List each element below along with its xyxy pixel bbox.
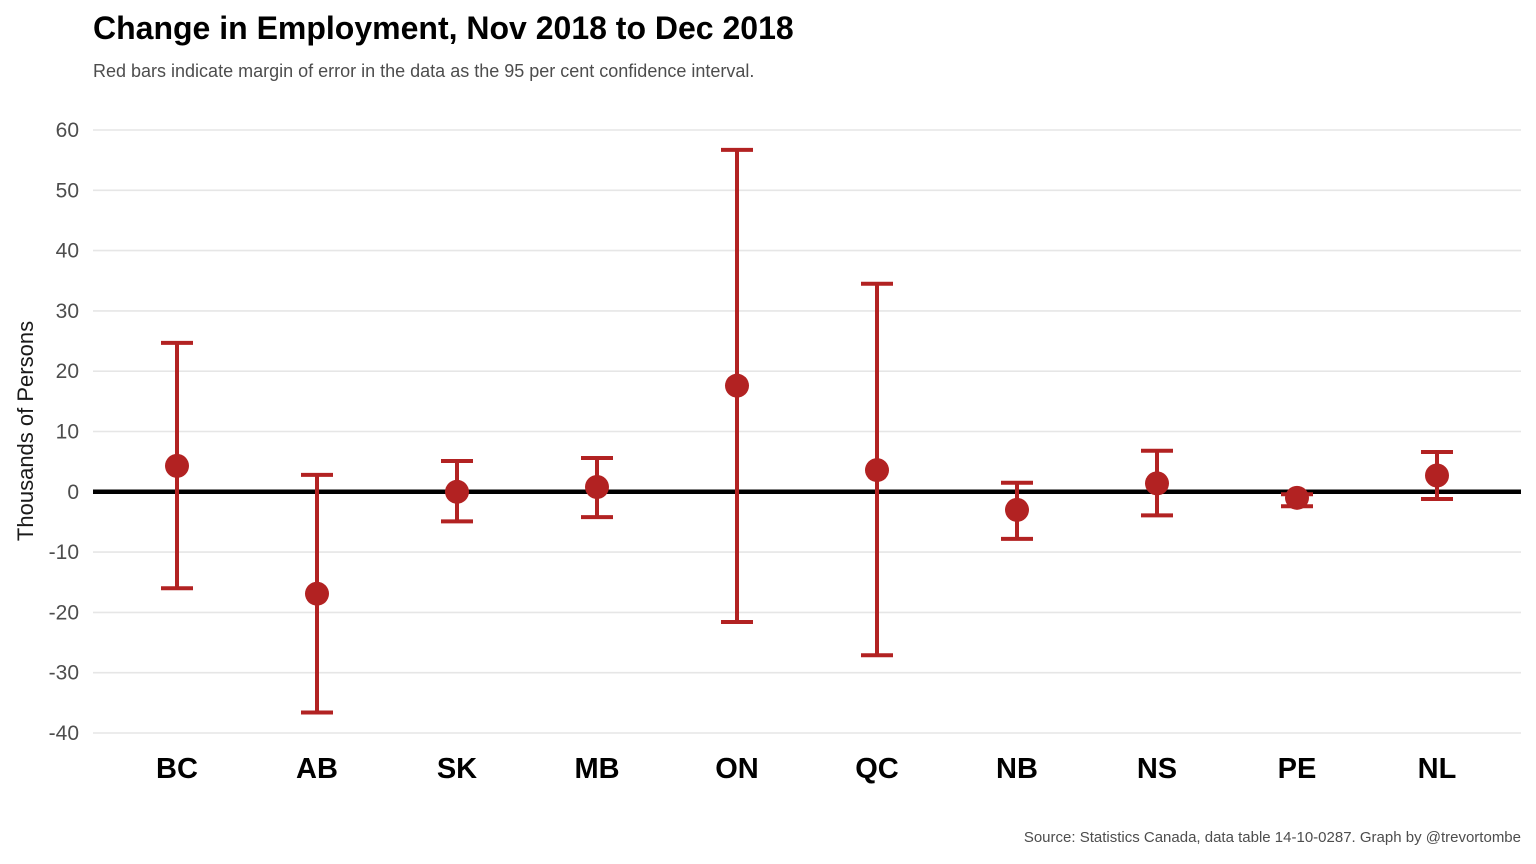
y-tick-label: 60 (56, 119, 79, 142)
x-tick-label: SK (437, 753, 477, 785)
data-points (165, 373, 1449, 606)
y-tick-label: 40 (56, 240, 79, 263)
data-point (165, 453, 189, 478)
x-tick-label: QC (855, 753, 899, 785)
y-tick-label: -40 (49, 722, 79, 745)
y-tick-label: -20 (49, 601, 79, 624)
y-tick-label: 30 (56, 300, 79, 323)
data-point (585, 474, 609, 499)
y-tick-label: 0 (67, 481, 79, 504)
data-point (1005, 497, 1029, 522)
x-tick-label: NB (996, 753, 1038, 785)
y-tick-label: -10 (49, 541, 79, 564)
y-axis-label: Thousands of Persons (13, 321, 38, 541)
data-point (445, 479, 469, 504)
x-tick-label: BC (156, 753, 198, 785)
x-tick-label: NL (1418, 753, 1457, 785)
y-tick-label: -30 (49, 662, 79, 685)
y-tick-label: 10 (56, 421, 79, 444)
grid-lines (93, 129, 1521, 734)
data-point (1285, 485, 1309, 510)
data-point (305, 581, 329, 606)
x-tick-label: ON (715, 753, 759, 785)
x-tick-label: NS (1137, 753, 1177, 785)
y-tick-label: 20 (56, 360, 79, 383)
x-tick-label: MB (574, 753, 619, 785)
x-axis-ticks: BC AB SK MB ON QC NB NS PE NL (156, 753, 1456, 785)
chart-title: Change in Employment, Nov 2018 to Dec 20… (93, 10, 794, 46)
data-point (865, 458, 889, 483)
x-tick-label: PE (1278, 753, 1317, 785)
y-tick-label: 50 (56, 179, 79, 202)
data-point (725, 373, 749, 398)
data-point (1145, 471, 1169, 496)
chart-subtitle: Red bars indicate margin of error in the… (93, 61, 755, 81)
chart-caption: Source: Statistics Canada, data table 14… (1023, 829, 1521, 846)
data-point (1425, 463, 1449, 488)
y-axis-ticks: 60 50 40 30 20 10 0 -10 -20 -30 -40 (49, 119, 79, 745)
x-tick-label: AB (296, 753, 338, 785)
